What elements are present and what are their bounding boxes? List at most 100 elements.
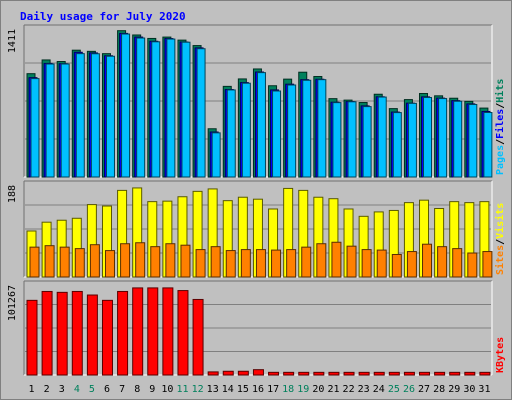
bar-pages-day-30 — [468, 104, 478, 178]
bar-sites-day-10 — [165, 243, 176, 278]
legend-volume: KBytes — [495, 337, 506, 373]
bar-sites-day-18 — [286, 249, 297, 278]
bar-sites-day-24 — [376, 249, 387, 278]
x-tick-label: 23 — [358, 384, 370, 395]
bar-kbytes-day-5 — [86, 294, 98, 376]
bar-sites-day-11 — [180, 244, 191, 278]
x-tick-label: 14 — [222, 384, 234, 395]
bar-kbytes-day-17 — [268, 371, 280, 376]
bar-pages-day-25 — [392, 112, 402, 178]
bar-sites-day-25 — [391, 253, 402, 278]
bar-kbytes-day-20 — [313, 371, 325, 376]
bar-kbytes-day-6 — [101, 299, 113, 376]
bar-sites-day-26 — [406, 251, 417, 278]
legend-visitors: Sites/Visits — [494, 203, 506, 275]
bar-kbytes-day-4 — [71, 290, 83, 376]
bar-pages-day-21 — [332, 102, 342, 178]
bar-kbytes-day-24 — [373, 371, 385, 376]
x-tick-label: 2 — [44, 384, 50, 395]
bar-sites-day-30 — [467, 252, 478, 278]
bar-kbytes-day-7 — [117, 290, 129, 376]
bar-kbytes-day-10 — [162, 287, 174, 376]
x-tick-label: 28 — [433, 384, 445, 395]
bar-sites-day-9 — [150, 246, 161, 278]
legend-kbytes: KBytes — [495, 337, 506, 373]
bar-kbytes-day-27 — [419, 371, 431, 376]
panel-volume: 101267 KBytes — [7, 280, 506, 376]
x-tick-label: 9 — [149, 384, 155, 395]
bar-pages-day-26 — [407, 102, 417, 178]
x-tick-label: 13 — [207, 384, 219, 395]
bar-sites-day-20 — [316, 243, 327, 278]
x-tick-label: 21 — [327, 384, 339, 395]
bar-kbytes-day-15 — [237, 370, 249, 376]
bar-pages-day-19 — [302, 79, 312, 178]
bar-sites-day-8 — [135, 242, 146, 278]
x-tick-label: 20 — [312, 384, 324, 395]
bar-pages-day-13 — [211, 132, 221, 178]
bar-kbytes-day-13 — [207, 371, 219, 376]
legend-separator: / — [495, 139, 506, 145]
x-tick-label: 15 — [237, 384, 249, 395]
bar-sites-day-14 — [225, 250, 236, 278]
bar-kbytes-day-31 — [479, 371, 491, 376]
bar-pages-day-18 — [287, 84, 297, 178]
x-tick-label: 17 — [267, 384, 279, 395]
legend-hits: Hits — [494, 79, 506, 103]
bar-sites-day-19 — [301, 246, 312, 278]
bar-sites-day-7 — [120, 243, 131, 278]
bar-pages-day-1 — [30, 78, 40, 178]
bar-pages-day-24 — [377, 96, 387, 178]
bar-sites-day-29 — [452, 248, 463, 278]
x-tick-label: 6 — [104, 384, 110, 395]
bar-kbytes-day-22 — [343, 371, 355, 376]
bar-pages-day-9 — [151, 41, 161, 178]
bar-pages-day-22 — [347, 101, 357, 178]
x-tick-label: 11 — [176, 384, 188, 395]
bar-sites-day-23 — [361, 249, 372, 278]
bar-sites-day-31 — [482, 251, 493, 278]
x-tick-label: 12 — [192, 384, 204, 395]
chart-title: Daily usage for July 2020 — [20, 10, 186, 23]
bar-kbytes-day-28 — [434, 371, 446, 376]
bar-kbytes-day-8 — [132, 287, 144, 376]
bar-sites-day-22 — [346, 245, 357, 278]
x-tick-label: 30 — [463, 384, 475, 395]
x-tick-label: 1 — [29, 384, 35, 395]
bar-pages-day-27 — [423, 96, 433, 178]
x-tick-label: 19 — [297, 384, 309, 395]
legend-sites: Sites — [494, 245, 506, 275]
x-tick-label: 24 — [373, 384, 385, 395]
legend-separator: / — [495, 239, 506, 245]
bar-sites-day-3 — [59, 246, 70, 278]
bar-pages-day-2 — [45, 63, 55, 178]
bar-pages-day-7 — [121, 33, 131, 178]
x-tick-label: 7 — [119, 384, 125, 395]
x-tick-label: 3 — [59, 384, 65, 395]
bar-kbytes-day-3 — [56, 291, 68, 376]
bar-pages-day-20 — [317, 79, 327, 178]
bar-sites-day-16 — [255, 249, 266, 278]
bar-pages-day-31 — [483, 111, 493, 178]
legend-separator: / — [495, 103, 506, 109]
legend-files: Files — [494, 109, 506, 139]
bar-pages-day-28 — [438, 98, 448, 178]
x-tick-label: 16 — [252, 384, 264, 395]
x-tick-label: 22 — [343, 384, 355, 395]
bar-sites-day-1 — [29, 246, 40, 278]
x-tick-label: 10 — [161, 384, 173, 395]
x-tick-label: 5 — [89, 384, 95, 395]
legend-pages: Pages — [495, 145, 506, 175]
bar-sites-day-13 — [210, 246, 221, 278]
bar-kbytes-day-1 — [26, 299, 38, 376]
bar-sites-day-2 — [44, 245, 55, 278]
bar-pages-day-15 — [241, 82, 251, 178]
bar-pages-day-10 — [166, 38, 176, 178]
bar-sites-day-12 — [195, 249, 206, 278]
panel-visitors: 188 Sites/Visits — [7, 180, 506, 278]
bar-pages-day-12 — [196, 48, 206, 178]
y-max-label: 188 — [7, 185, 18, 203]
